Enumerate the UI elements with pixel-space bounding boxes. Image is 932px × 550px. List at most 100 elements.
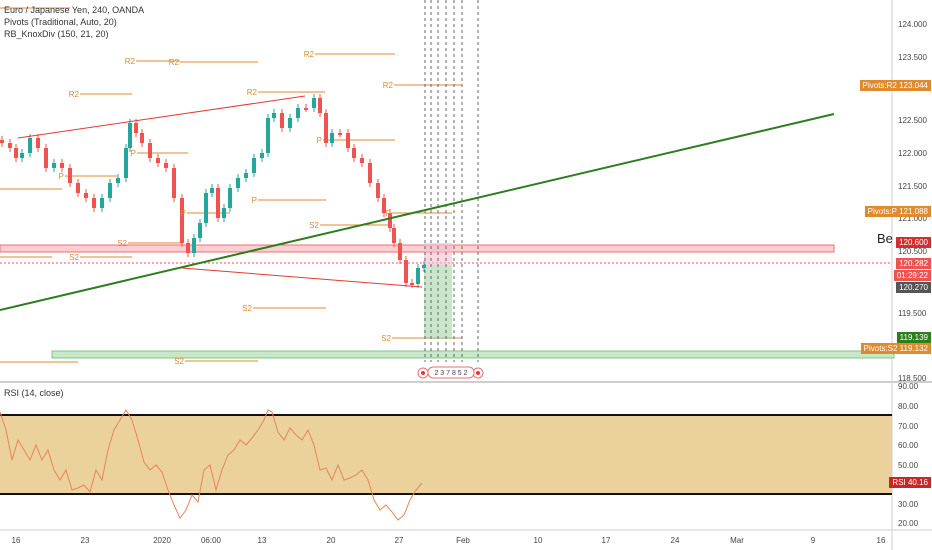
time-tick-label: 24 xyxy=(671,536,680,545)
event-vertical-lines xyxy=(424,0,479,362)
candle-body xyxy=(260,153,264,158)
pivot-label: P xyxy=(181,209,186,218)
pivot-label: S2 xyxy=(117,239,127,248)
candle-body xyxy=(288,118,292,128)
price-badge: 120.600 xyxy=(896,237,931,248)
rsi-title[interactable]: RSI (14, close) xyxy=(4,388,64,398)
price-badge: 120.282 xyxy=(896,258,931,269)
candle-body xyxy=(134,123,138,133)
candle-body xyxy=(156,158,160,163)
price-badge: 120.270 xyxy=(896,282,931,293)
pivot-label: P xyxy=(317,136,322,145)
candle-body xyxy=(192,238,196,253)
candle-body xyxy=(330,133,334,143)
candle-body xyxy=(124,148,128,178)
price-badge: 119.139 xyxy=(896,332,931,343)
candle-body xyxy=(312,98,316,108)
candle-body xyxy=(28,138,32,153)
candle-body xyxy=(318,98,322,113)
pivot-label: P xyxy=(252,196,257,205)
pivot-label: R2 xyxy=(69,90,80,99)
candle-body xyxy=(324,113,328,143)
trend-line[interactable] xyxy=(0,113,835,311)
time-tick-label: 2020 xyxy=(153,536,171,545)
resistance-zone xyxy=(0,244,835,253)
time-tick-label: 23 xyxy=(81,536,90,545)
candle-body xyxy=(368,163,372,183)
pivot-label: P xyxy=(386,209,391,218)
rsi-tick-label: 50.00 xyxy=(898,461,919,470)
price-tick-label: 122.000 xyxy=(898,149,927,158)
price-badge: Pivots:R2 123.044 xyxy=(859,80,931,91)
candle-body xyxy=(76,183,80,193)
candle-body xyxy=(410,283,414,285)
time-tick-label: 10 xyxy=(534,536,543,545)
pivot-label: S2 xyxy=(242,304,252,313)
pivot-labels-group: R2R2R2R2R2R2R2PPPPPPPS2S2S2S2S2S2S2S2 xyxy=(59,50,394,366)
candle-body xyxy=(382,198,386,213)
pivot-label: S2 xyxy=(381,334,391,343)
time-axis-ticks[interactable]: 16 23 2020 06:00 13 20 27 Feb 10 17 24 Mar 9 16 xyxy=(12,536,886,545)
time-tick-label: 06:00 xyxy=(201,536,222,545)
pivot-label: R2 xyxy=(247,88,258,97)
candles-group xyxy=(0,94,426,288)
candle-body xyxy=(210,188,214,193)
time-tick-label: Mar xyxy=(730,536,744,545)
time-tick-label: 16 xyxy=(12,536,21,545)
support-zone xyxy=(51,350,895,359)
candle-body xyxy=(148,143,152,158)
candle-body xyxy=(338,133,342,135)
time-tick-label: 27 xyxy=(395,536,404,545)
price-tick-label: 123.500 xyxy=(898,53,927,62)
rsi-band xyxy=(0,415,892,494)
pivot-label: R2 xyxy=(383,81,394,90)
rsi-tick-label: 30.00 xyxy=(898,500,919,509)
candle-body xyxy=(398,243,402,260)
event-markers[interactable]: 2 3 7 8 5 2 xyxy=(417,366,484,379)
rsi-tick-label: 60.00 xyxy=(898,441,919,450)
candle-body xyxy=(392,228,396,243)
indicator-pivots[interactable]: Pivots (Traditional, Auto, 20) xyxy=(4,17,117,27)
channel-upper-line[interactable] xyxy=(17,95,306,139)
indicator-knoxdiv[interactable]: RB_KnoxDiv (150, 21, 20) xyxy=(4,29,109,39)
candle-body xyxy=(296,108,300,118)
price-badge: 01:29:22 xyxy=(893,270,931,281)
time-tick-label: 13 xyxy=(258,536,267,545)
candle-body xyxy=(44,148,48,168)
candle-body xyxy=(180,198,184,243)
candle-body xyxy=(128,123,132,148)
pivot-label: S2 xyxy=(309,221,319,230)
candle-body xyxy=(140,133,144,143)
candle-body xyxy=(0,140,4,143)
candle-body xyxy=(346,133,350,148)
price-tick-label: 121.000 xyxy=(898,214,927,223)
price-tick-label: 122.500 xyxy=(898,116,927,125)
candle-body xyxy=(280,113,284,128)
candle-body xyxy=(36,138,40,148)
rsi-line[interactable] xyxy=(0,409,423,521)
candle-body xyxy=(14,148,18,158)
candle-body xyxy=(92,198,96,208)
symbol-title[interactable]: Euro / Japanese Yen, 240, OANDA xyxy=(4,5,145,15)
candle-body xyxy=(108,183,112,198)
candle-body xyxy=(304,108,308,110)
pivot-label: S2 xyxy=(174,357,184,366)
pivot-label: S2 xyxy=(69,253,79,262)
time-tick-label: 16 xyxy=(877,536,886,545)
rsi-axis-ticks[interactable]: 90.00 80.00 70.00 60.00 50.00 30.00 20.00 xyxy=(898,382,919,528)
candle-body xyxy=(404,260,408,283)
candle-body xyxy=(388,213,392,228)
channel-lower-line[interactable] xyxy=(181,267,423,288)
candle-body xyxy=(228,188,232,208)
price-tick-label: 120.500 xyxy=(898,247,927,256)
candle-body xyxy=(252,158,256,173)
rsi-tick-label: 90.00 xyxy=(898,382,919,391)
price-tick-label: 119.500 xyxy=(898,309,927,318)
price-badge: Pivots:S2 119.132 xyxy=(860,343,931,354)
candle-body xyxy=(68,168,72,183)
price-tick-label: 124.000 xyxy=(898,20,927,29)
price-axis-ticks[interactable]: 124.000 123.500 122.500 122.000 121.500 121.0… xyxy=(898,20,927,383)
rsi-badge: RSI 40.16 xyxy=(889,477,931,488)
candle-body xyxy=(172,168,176,198)
